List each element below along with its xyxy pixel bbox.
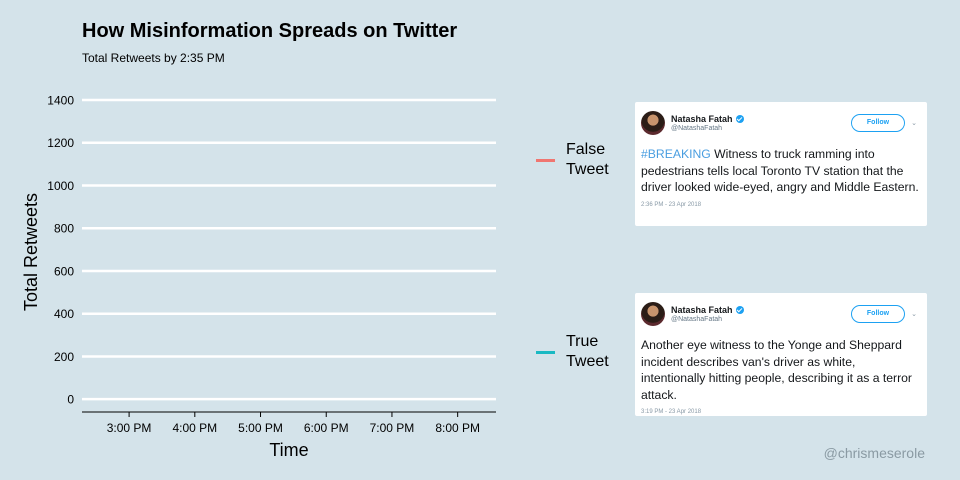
legend-label-true: True Tweet	[566, 333, 609, 370]
tweet-author-name: Natasha Fatah	[671, 305, 733, 315]
chevron-down-icon[interactable]: ⌄	[911, 120, 917, 127]
tweet-text: Another eye witness to the Yonge and She…	[641, 337, 919, 403]
chart-subtitle: Total Retweets by 2:35 PM	[82, 51, 225, 65]
x-tick-label: 5:00 PM	[238, 421, 283, 435]
tweet-text: #BREAKING Witness to truck ramming into …	[641, 146, 919, 196]
tweet-author-name: Natasha Fatah	[671, 114, 733, 124]
follow-button[interactable]: Follow	[851, 305, 905, 323]
credit-handle: @chrismeserole	[823, 445, 925, 461]
tweet-card-true: Natasha Fatah @NatashaFatah Follow ⌄ Ano…	[635, 293, 927, 416]
hashtag-link[interactable]: #BREAKING	[641, 147, 711, 161]
legend-swatch-false	[536, 158, 555, 162]
avatar	[641, 111, 665, 135]
tweet-timestamp: 2:36 PM - 23 Apr 2018	[641, 201, 702, 208]
y-tick-label: 600	[54, 264, 74, 278]
y-tick-label: 1200	[47, 136, 74, 150]
chevron-down-icon[interactable]: ⌄	[911, 311, 917, 318]
legend-label-false: False Tweet	[566, 141, 609, 178]
y-tick-label: 1400	[47, 94, 74, 108]
x-tick-label: 6:00 PM	[304, 421, 349, 435]
legend-item-false-tweet: False Tweet	[536, 140, 626, 180]
x-tick-label: 8:00 PM	[435, 421, 480, 435]
y-axis-title: Total Retweets	[21, 193, 41, 311]
tweet-card-false: Natasha Fatah @NatashaFatah Follow ⌄ #BR…	[635, 102, 927, 226]
x-axis-title: Time	[269, 440, 308, 460]
legend-swatch-true	[536, 350, 555, 354]
y-tick-label: 1000	[47, 179, 74, 193]
tweet-handle: @NatashaFatah	[671, 316, 723, 323]
y-tick-label: 800	[54, 222, 74, 236]
tweet-timestamp: 3:19 PM - 23 Apr 2018	[641, 409, 702, 415]
tweet-body: Another eye witness to the Yonge and She…	[641, 338, 912, 402]
x-tick-label: 7:00 PM	[370, 421, 415, 435]
legend-item-true-tweet: True Tweet	[536, 332, 626, 372]
chart-title: How Misinformation Spreads on Twitter	[82, 20, 458, 42]
y-tick-label: 400	[54, 307, 74, 321]
avatar	[641, 302, 665, 326]
tweet-body: Witness to truck ramming into pedestrian…	[641, 147, 919, 194]
follow-button[interactable]: Follow	[851, 114, 905, 132]
x-tick-label: 3:00 PM	[107, 421, 152, 435]
verified-icon	[735, 115, 744, 123]
verified-icon	[735, 306, 744, 314]
y-tick-label: 0	[67, 393, 74, 407]
tweet-handle: @NatashaFatah	[671, 125, 723, 132]
x-tick-label: 4:00 PM	[172, 421, 217, 435]
y-tick-label: 200	[54, 350, 74, 364]
